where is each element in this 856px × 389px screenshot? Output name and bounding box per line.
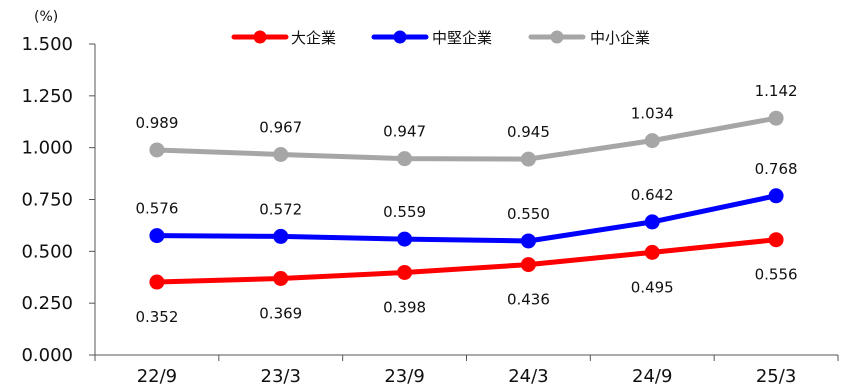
data-point [273, 270, 289, 286]
data-point [644, 133, 660, 149]
data-point [768, 232, 784, 248]
data-label: 0.559 [383, 203, 426, 221]
data-label: 0.550 [507, 205, 550, 223]
x-tick-label: 22/9 [137, 366, 177, 387]
data-label: 0.556 [755, 266, 798, 284]
data-label: 1.034 [631, 105, 674, 123]
legend-marker [253, 30, 267, 44]
legend-label: 中小企業 [590, 29, 650, 47]
data-point [644, 244, 660, 260]
data-point [644, 214, 660, 230]
y-tick-label: 1.250 [21, 86, 73, 107]
y-tick-label: 1.500 [21, 34, 73, 55]
data-label: 0.967 [259, 119, 302, 137]
y-tick-label: 0.000 [21, 345, 73, 366]
legend-label: 大企業 [291, 29, 336, 47]
data-point [520, 151, 536, 167]
legend-marker [393, 30, 407, 44]
series-line [154, 237, 779, 285]
data-point [273, 147, 289, 163]
data-point [768, 110, 784, 126]
series-line [154, 115, 779, 162]
data-point [397, 231, 413, 247]
y-tick-label: 0.250 [21, 293, 73, 314]
y-tick-label: 0.500 [21, 241, 73, 262]
data-label: 0.495 [631, 278, 674, 296]
legend-label: 中堅企業 [432, 29, 492, 47]
data-point [149, 142, 165, 158]
series-1: 0.352 0.369 0.398 0.436 0.495 0.556 [135, 232, 798, 326]
data-label: 0.945 [507, 123, 550, 141]
data-label: 0.572 [259, 200, 302, 218]
x-tick-label: 24/3 [508, 366, 548, 387]
data-point [520, 257, 536, 273]
y-tick-label: 0.750 [21, 190, 73, 211]
x-tick-label: 24/9 [632, 366, 672, 387]
series-2: 0.576 0.572 0.559 0.550 0.642 0.768 [135, 160, 798, 249]
data-label: 0.642 [631, 186, 674, 204]
y-unit-label: (%) [34, 9, 58, 25]
data-label: 1.142 [755, 82, 798, 100]
data-point [273, 228, 289, 244]
data-point [149, 228, 165, 244]
series-line [154, 193, 779, 244]
data-point [397, 151, 413, 167]
y-tick-label: 1.000 [21, 138, 73, 159]
data-label: 0.947 [383, 123, 426, 141]
x-tick-label: 23/9 [384, 366, 424, 387]
legend-marker [550, 30, 564, 44]
data-point [768, 188, 784, 204]
data-label: 0.352 [135, 308, 178, 326]
x-tick-label: 23/3 [261, 366, 301, 387]
data-label: 0.768 [755, 160, 798, 178]
data-point [397, 264, 413, 280]
series-3: 0.989 0.967 0.947 0.945 1.034 1.142 [135, 82, 798, 167]
data-point [149, 274, 165, 290]
legend-item: 中堅企業 [371, 29, 492, 47]
legend-item: 中小企業 [528, 29, 650, 47]
data-point [520, 233, 536, 249]
data-label: 0.989 [135, 114, 178, 132]
legend-item: 大企業 [231, 29, 336, 47]
data-label: 0.436 [507, 291, 550, 309]
x-tick-label: 25/3 [756, 366, 796, 387]
data-label: 0.369 [259, 304, 302, 322]
data-label: 0.398 [383, 298, 426, 316]
data-label: 0.576 [135, 200, 178, 218]
